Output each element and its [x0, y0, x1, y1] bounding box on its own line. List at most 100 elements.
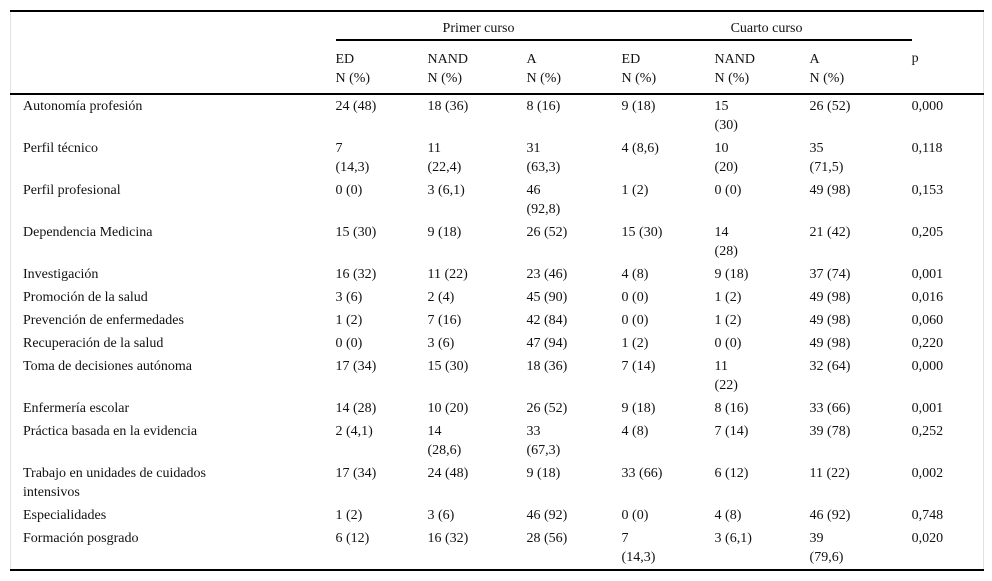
- cell-ed-cuarto: 15 (30): [621, 225, 663, 240]
- table-row: Perfil profesional 0 (0) 3 (6,1) 46 (92,…: [11, 179, 984, 221]
- cell-a-cuarto: 39 (79,6): [809, 531, 844, 565]
- sub-header-row: ED N (%) NAND N (%) A N (%) ED N (%) NAN…: [10, 40, 984, 95]
- cell-nand-cuarto: 6 (12): [714, 466, 749, 481]
- cell-a-cuarto: 32 (64): [809, 359, 851, 374]
- cell-nand-cuarto: 9 (18): [714, 267, 749, 282]
- cell-p-value: 0,000: [911, 99, 944, 114]
- cell-ed-primer: 6 (12): [335, 531, 370, 546]
- table-row: Promoción de la salud 3 (6) 2 (4) 45 (90…: [11, 286, 984, 309]
- cell-nand-cuarto: 15 (30): [714, 99, 738, 133]
- cell-ed-primer: 1 (2): [335, 313, 363, 328]
- row-label: Perfil técnico: [23, 141, 99, 156]
- row-label: Perfil profesional: [23, 183, 121, 198]
- group-header-cuarto-curso: Cuarto curso: [621, 11, 912, 41]
- cell-a-primer: 45 (90): [526, 290, 568, 305]
- cell-nand-primer: 24 (48): [427, 466, 469, 481]
- cell-nand-cuarto: 0 (0): [714, 336, 742, 351]
- cell-a-primer: 46 (92,8): [526, 183, 561, 217]
- row-label: Toma de decisiones autónoma: [23, 359, 192, 374]
- row-label: Investigación: [23, 267, 99, 282]
- cell-nand-cuarto: 8 (16): [714, 401, 749, 416]
- row-label: Enfermería escolar: [23, 401, 130, 416]
- cell-a-cuarto: 49 (98): [809, 183, 851, 198]
- cell-ed-primer: 1 (2): [335, 508, 363, 523]
- p-column-spacer-cell: [912, 11, 984, 40]
- cell-ed-cuarto: 1 (2): [621, 336, 649, 351]
- cell-nand-primer: 16 (32): [427, 531, 469, 546]
- cell-a-cuarto: 11 (22): [809, 466, 850, 481]
- cell-ed-primer: 14 (28): [335, 401, 377, 416]
- table-row: Enfermería escolar 14 (28) 10 (20) 26 (5…: [11, 397, 984, 420]
- cell-a-cuarto: 49 (98): [809, 313, 851, 328]
- col-header-nand-primer: NAND N (%): [427, 40, 527, 95]
- row-label: Prevención de enfermedades: [23, 313, 184, 328]
- cell-a-cuarto: 46 (92): [809, 508, 851, 523]
- table-row: Trabajo en unidades de cuidados intensiv…: [11, 462, 984, 504]
- col-header-p: p: [911, 40, 984, 95]
- cell-ed-cuarto: 0 (0): [621, 508, 649, 523]
- cell-nand-cuarto: 1 (2): [714, 313, 742, 328]
- table-row: Especialidades 1 (2) 3 (6) 46 (92) 0 (0)…: [11, 504, 984, 527]
- row-label: Dependencia Medicina: [23, 225, 153, 240]
- table-row: Dependencia Medicina 15 (30) 9 (18) 26 (…: [11, 221, 984, 263]
- cell-a-cuarto: 49 (98): [809, 290, 851, 305]
- cell-ed-primer: 2 (4,1): [335, 424, 373, 439]
- cell-p-value: 0,000: [911, 359, 944, 374]
- cell-nand-cuarto: 0 (0): [714, 183, 742, 198]
- cell-nand-cuarto: 1 (2): [714, 290, 742, 305]
- col-header-ed-primer: ED N (%): [335, 40, 428, 95]
- cell-ed-cuarto: 7 (14,3): [621, 531, 656, 565]
- cell-nand-cuarto: 4 (8): [714, 508, 742, 523]
- cell-a-primer: 33 (67,3): [526, 424, 561, 458]
- cell-a-primer: 46 (92): [526, 508, 568, 523]
- cell-a-primer: 8 (16): [526, 99, 561, 114]
- cell-a-cuarto: 26 (52): [809, 99, 851, 114]
- cell-a-primer: 18 (36): [526, 359, 568, 374]
- cell-a-primer: 26 (52): [526, 401, 568, 416]
- cell-nand-cuarto: 10 (20): [714, 141, 738, 175]
- table-row: Prevención de enfermedades 1 (2) 7 (16) …: [11, 309, 984, 332]
- group-header-primer-curso: Primer curso: [335, 11, 622, 41]
- cell-nand-primer: 7 (16): [427, 313, 462, 328]
- table-header: Primer curso Cuarto curso ED N (%) NAND …: [10, 11, 984, 95]
- cell-a-primer: 42 (84): [526, 313, 568, 328]
- table-row: Perfil técnico 7 (14,3) 11 (22,4) 31 (63…: [11, 137, 984, 179]
- table-row: Práctica basada en la evidencia 2 (4,1) …: [11, 420, 984, 462]
- cell-p-value: 0,748: [911, 508, 944, 523]
- cell-ed-cuarto: 9 (18): [621, 401, 656, 416]
- cell-p-value: 0,020: [911, 531, 944, 546]
- cell-a-primer: 9 (18): [526, 466, 561, 481]
- cell-ed-primer: 7 (14,3): [335, 141, 370, 175]
- cell-ed-cuarto: 0 (0): [621, 290, 649, 305]
- row-label: Autonomía profesión: [23, 99, 143, 114]
- cell-ed-cuarto: 7 (14): [621, 359, 656, 374]
- table-row: Formación posgrado 6 (12) 16 (32) 28 (56…: [11, 527, 984, 570]
- cell-ed-cuarto: 4 (8): [621, 267, 649, 282]
- cell-ed-primer: 0 (0): [335, 183, 363, 198]
- row-label: Práctica basada en la evidencia: [23, 424, 198, 439]
- cell-nand-primer: 2 (4): [427, 290, 455, 305]
- cell-ed-cuarto: 0 (0): [621, 313, 649, 328]
- cell-p-value: 0,118: [911, 141, 943, 156]
- cell-p-value: 0,205: [911, 225, 944, 240]
- cell-p-value: 0,002: [911, 466, 944, 481]
- cell-ed-cuarto: 4 (8): [621, 424, 649, 439]
- cell-nand-primer: 3 (6,1): [427, 183, 465, 198]
- cell-a-cuarto: 37 (74): [809, 267, 851, 282]
- row-label: Especialidades: [23, 508, 107, 523]
- cell-ed-primer: 0 (0): [335, 336, 363, 351]
- cell-nand-primer: 9 (18): [427, 225, 462, 240]
- cell-nand-cuarto: 11 (22): [714, 359, 738, 393]
- cell-ed-cuarto: 33 (66): [621, 466, 663, 481]
- table-row: Toma de decisiones autónoma 17 (34) 15 (…: [11, 355, 984, 397]
- cell-p-value: 0,016: [911, 290, 944, 305]
- cell-nand-cuarto: 7 (14): [714, 424, 749, 439]
- cell-ed-primer: 17 (34): [335, 466, 377, 481]
- cell-ed-primer: 24 (48): [335, 99, 377, 114]
- cell-nand-cuarto: 14 (28): [714, 225, 738, 259]
- cell-ed-cuarto: 1 (2): [621, 183, 649, 198]
- col-header-a-primer: A N (%): [526, 40, 622, 95]
- cell-p-value: 0,220: [911, 336, 944, 351]
- cell-ed-cuarto: 4 (8,6): [621, 141, 659, 156]
